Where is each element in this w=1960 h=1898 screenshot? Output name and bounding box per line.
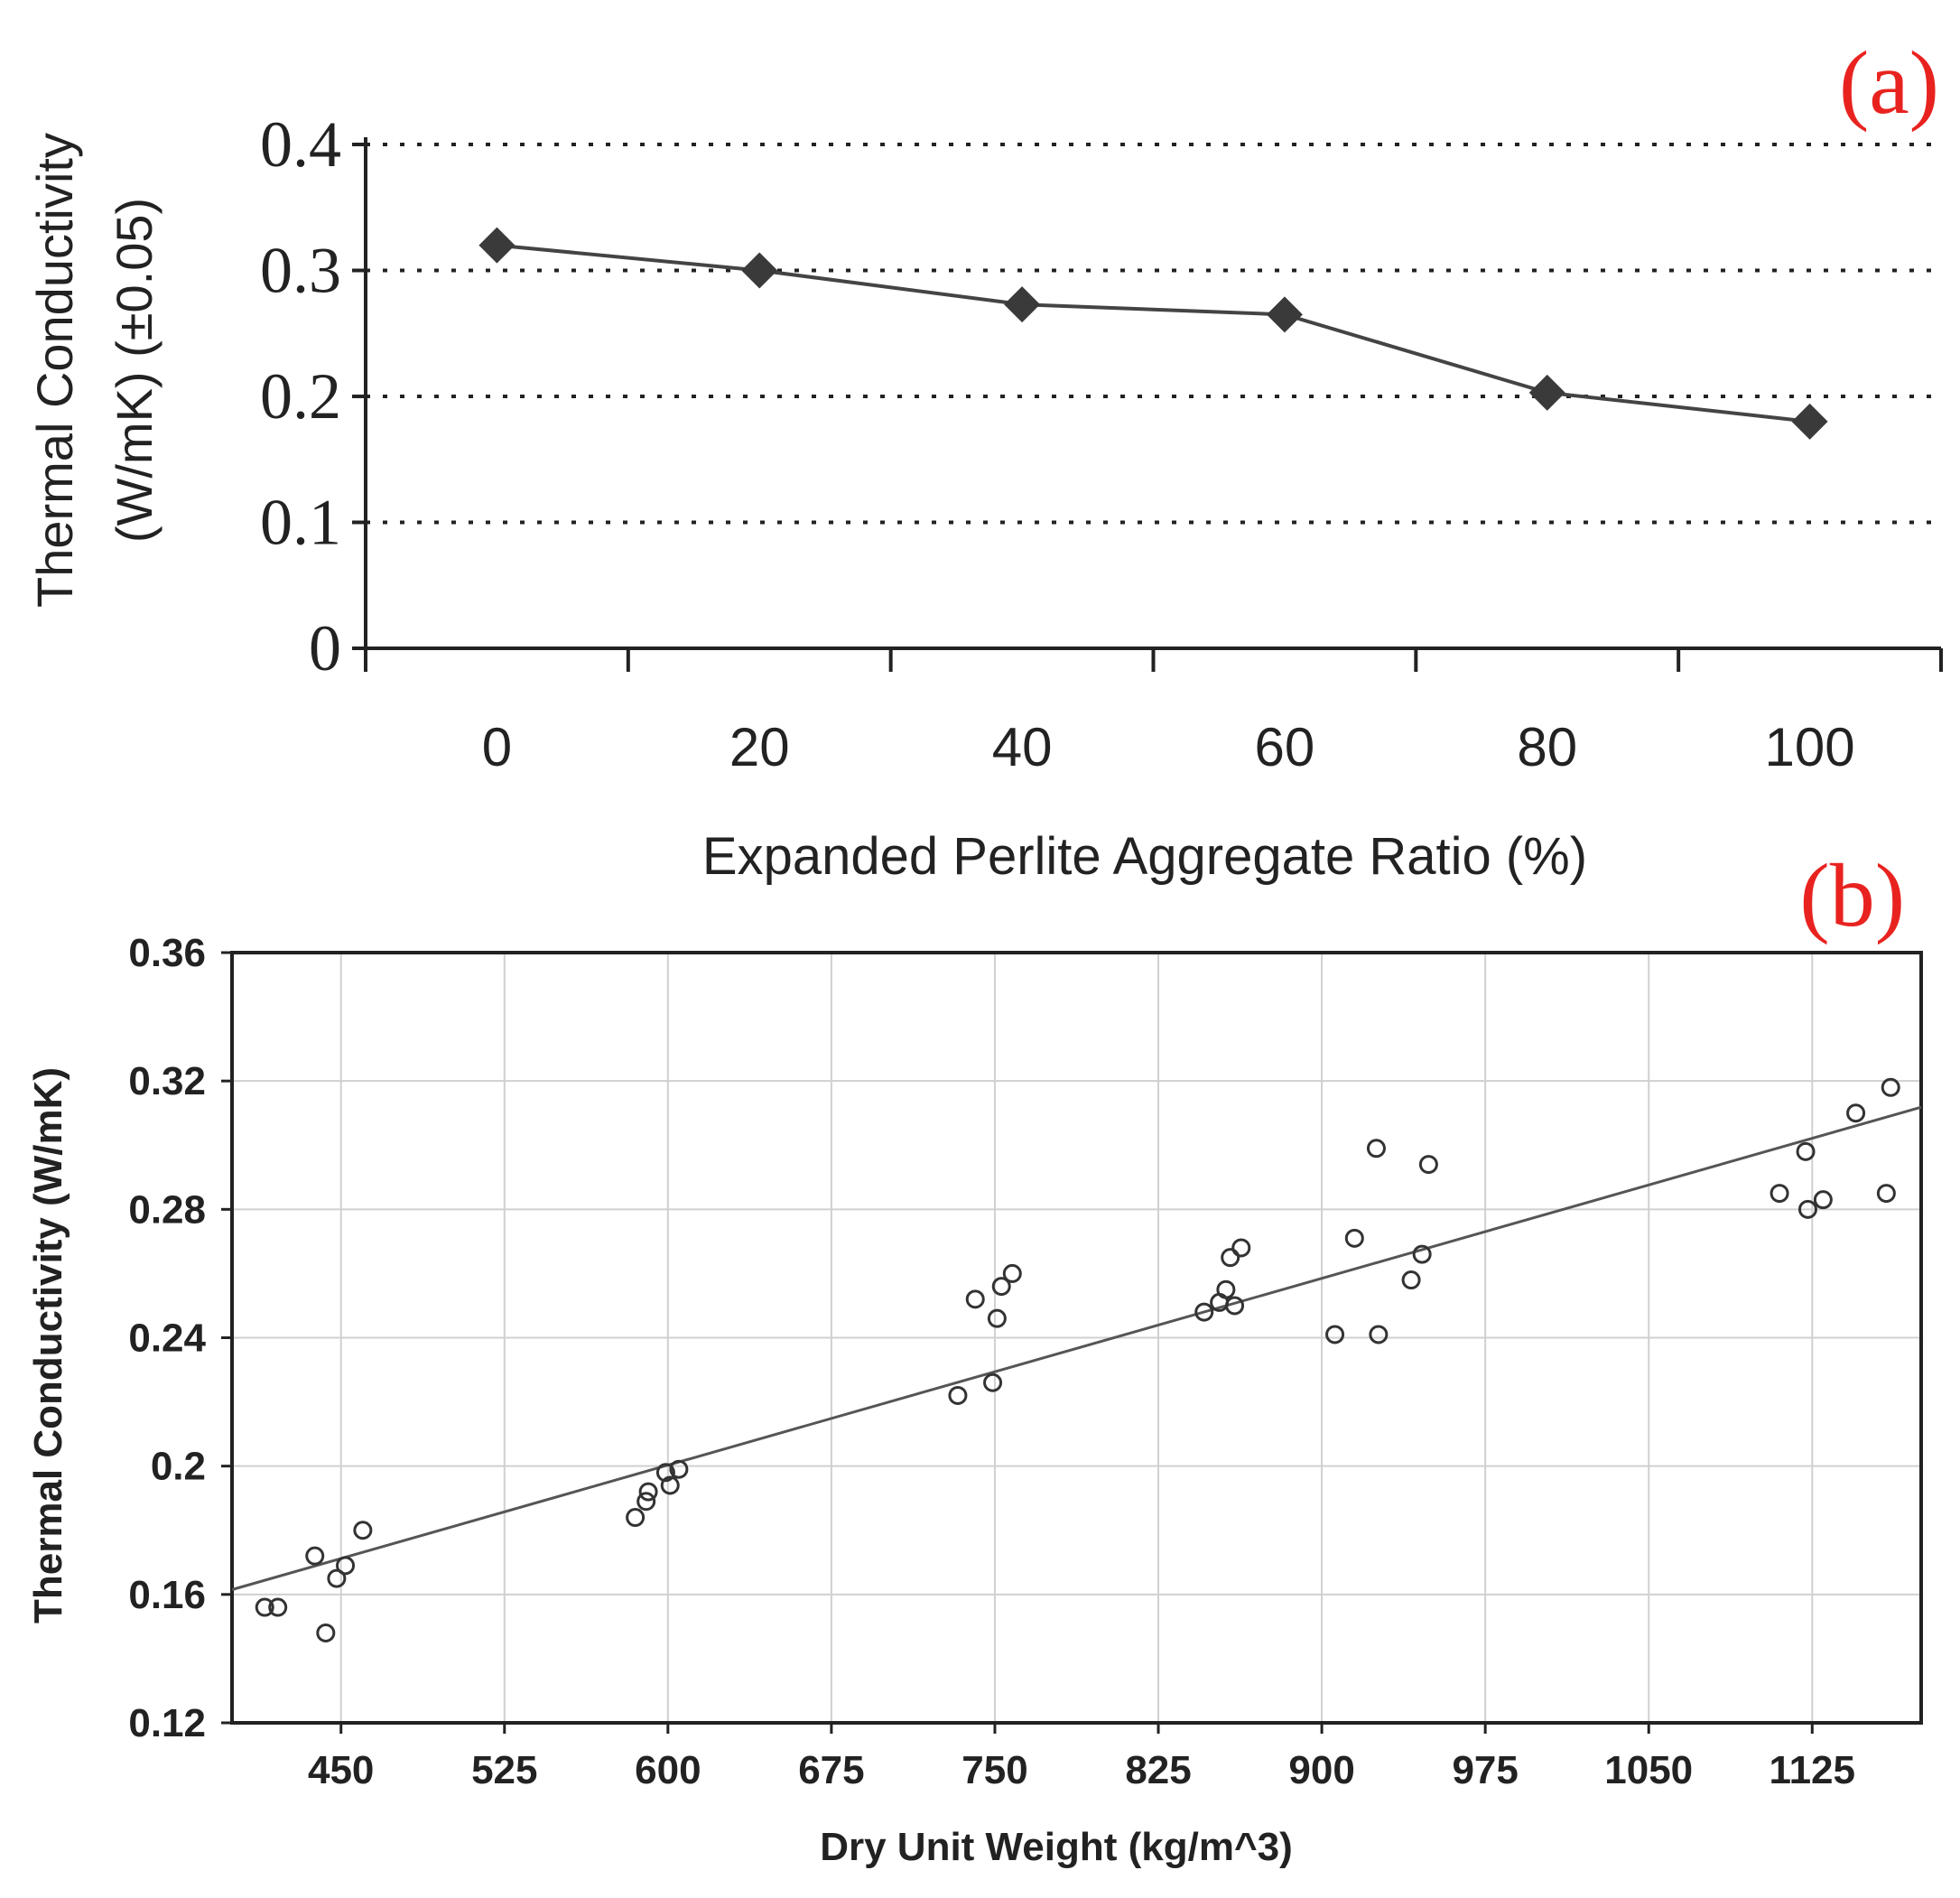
a-y-tick-label: 0.3: [260, 235, 341, 307]
b-x-tick-label: 1125: [1770, 1748, 1855, 1792]
a-x-tick-label: 60: [1255, 717, 1315, 777]
a-x-tick-label: 80: [1517, 717, 1577, 777]
a-series-line: [497, 243, 1810, 423]
b-x-tick-label: 975: [1452, 1748, 1518, 1792]
b-data-point: [1876, 1184, 1896, 1204]
a-data-point: [1528, 374, 1565, 411]
a-axes: [352, 137, 1943, 672]
b-data-point: [655, 1463, 675, 1483]
panel-label-b: (b): [1799, 845, 1905, 945]
b-data-point: [660, 1475, 680, 1495]
b-data-point: [1418, 1155, 1438, 1175]
b-data-point: [1770, 1184, 1789, 1204]
b-data-point: [1813, 1190, 1833, 1210]
a-x-tick-label: 0: [482, 717, 512, 777]
b-data-point: [638, 1482, 658, 1502]
chart-a: (a) 0 0.1 0.2 0.3 0.4 0 20 40 60 80 100 Expanded …: [26, 33, 1943, 886]
b-data-point: [327, 1568, 347, 1588]
b-x-tick-label: 1050: [1604, 1748, 1693, 1792]
b-data-point: [1231, 1238, 1251, 1258]
b-x-tick-label: 900: [1288, 1748, 1354, 1792]
panel-label-a: (a): [1839, 33, 1939, 133]
a-y-tick-label: 0.1: [260, 487, 341, 559]
b-data-point: [305, 1546, 325, 1566]
b-data-point: [1366, 1139, 1386, 1158]
a-data-point: [1004, 286, 1041, 323]
b-data-point: [1797, 1199, 1817, 1219]
a-y-tick-label: 0.2: [260, 360, 341, 433]
a-data-point: [478, 227, 516, 264]
a-data-point: [1266, 296, 1303, 333]
b-x-axis-label: Dry Unit Weight (kg/m^3): [820, 1825, 1293, 1869]
b-data-point: [336, 1556, 356, 1576]
a-gridlines: [366, 143, 1941, 525]
chart-b: (b) 0.12 0.16 0.2 0.24 0.28 0.32 0.36 450 525 60…: [26, 845, 1923, 1869]
b-y-tick-label: 0.32: [128, 1059, 206, 1103]
a-x-axis-label: Expanded Perlite Aggregate Ratio (%): [702, 827, 1587, 886]
b-data-point: [1194, 1302, 1214, 1322]
b-plot-frame: [230, 951, 1923, 1725]
b-data-point: [948, 1385, 968, 1405]
b-markers: [255, 1077, 1900, 1642]
a-y-axis-label-line1: Thermal Conductivity: [26, 133, 83, 608]
a-x-tick-label: 100: [1765, 717, 1855, 777]
b-fit-line: [231, 1105, 1922, 1591]
b-y-tick-labels: 0.12 0.16 0.2 0.24 0.28 0.32 0.36: [128, 931, 206, 1745]
a-y-tick-label: 0.4: [260, 108, 341, 181]
b-data-point: [991, 1277, 1011, 1297]
b-data-point: [965, 1289, 985, 1309]
b-data-point: [1225, 1296, 1245, 1316]
b-data-point: [1216, 1279, 1236, 1299]
b-x-tick-label: 825: [1125, 1748, 1191, 1792]
b-x-tick-label: 600: [635, 1748, 701, 1792]
b-data-point: [1401, 1270, 1421, 1290]
b-y-axis-label: Thermal Conductivity (W/mK): [26, 1067, 70, 1624]
a-data-point: [741, 252, 778, 289]
b-y-tick-label: 0.24: [128, 1317, 206, 1361]
a-y-tick-label: 0: [309, 612, 341, 684]
a-y-axis-label-line2: (W/mK) (±0.05): [106, 198, 163, 543]
b-y-tick-label: 0.12: [128, 1701, 206, 1745]
b-y-tick-label: 0.28: [128, 1187, 206, 1232]
b-gridlines: [221, 951, 1921, 1734]
b-data-point: [316, 1623, 336, 1642]
b-data-point: [1002, 1263, 1022, 1283]
a-markers: [478, 227, 1828, 440]
b-data-point: [1344, 1228, 1364, 1248]
b-data-point: [1221, 1248, 1240, 1268]
b-data-point: [1325, 1325, 1345, 1344]
b-y-tick-label: 0.16: [128, 1573, 206, 1617]
b-data-point: [255, 1597, 274, 1617]
b-data-point: [1881, 1077, 1900, 1097]
b-data-point: [669, 1459, 689, 1479]
a-x-tick-label: 20: [729, 717, 790, 777]
b-x-tick-label: 675: [798, 1748, 864, 1792]
b-x-tick-label: 450: [308, 1748, 374, 1792]
a-x-tick-label: 40: [992, 717, 1053, 777]
b-x-tick-labels: 450 525 600 675 750 825 900 975 1050 1125: [308, 1748, 1855, 1792]
b-data-point: [987, 1308, 1007, 1328]
a-data-point: [1791, 403, 1828, 440]
b-data-point: [983, 1372, 1003, 1392]
b-data-point: [1412, 1244, 1432, 1264]
b-data-point: [1369, 1325, 1389, 1344]
b-data-point: [1796, 1141, 1816, 1161]
b-data-point: [268, 1597, 288, 1617]
a-x-tick-labels: 0 20 40 60 80 100: [482, 717, 1855, 777]
b-x-tick-label: 750: [961, 1748, 1027, 1792]
b-data-point: [636, 1492, 656, 1512]
b-y-tick-label: 0.2: [151, 1445, 206, 1489]
a-y-tick-labels: 0 0.1 0.2 0.3 0.4: [260, 108, 341, 684]
b-data-point: [1846, 1103, 1866, 1123]
b-x-tick-label: 525: [471, 1748, 537, 1792]
b-data-point: [353, 1521, 373, 1540]
b-y-tick-label: 0.36: [128, 931, 206, 975]
b-data-point: [626, 1508, 646, 1528]
